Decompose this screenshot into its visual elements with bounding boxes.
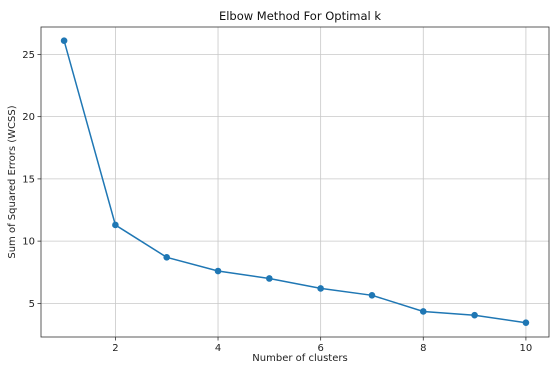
data-point	[60, 37, 68, 44]
series-line	[63, 40, 527, 324]
y-tick-label: 25	[22, 50, 35, 61]
data-point	[317, 285, 324, 292]
x-tick-label: 6	[317, 343, 323, 354]
x-axis-label: Number of clusters	[252, 353, 347, 364]
data-point	[163, 254, 171, 261]
data-point	[266, 275, 273, 282]
data-point	[112, 221, 119, 229]
data-point	[214, 267, 222, 275]
y-tick-label: 5	[29, 299, 35, 310]
x-tick-label: 10	[520, 343, 533, 354]
y-tick-label: 10	[22, 237, 35, 248]
x-tick-label: 2	[112, 343, 118, 354]
y-tick-label: 15	[22, 174, 35, 185]
y-axis-label: Sum of Squared Errors (WCSS)	[7, 105, 18, 258]
grid	[41, 27, 549, 337]
plot-frame	[40, 26, 550, 338]
chart-title: Elbow Method For Optimal k	[219, 9, 381, 23]
data-point	[419, 308, 427, 315]
x-tick-label: 4	[215, 343, 221, 354]
plot-area	[60, 37, 530, 326]
data-point	[368, 291, 376, 299]
data-point	[471, 311, 478, 319]
data-point	[522, 319, 530, 326]
axis-ticks: 2 4 6 8 10 5 10 15 20 25	[22, 50, 532, 354]
y-tick-label: 20	[22, 112, 35, 123]
x-tick-label: 8	[420, 343, 426, 354]
